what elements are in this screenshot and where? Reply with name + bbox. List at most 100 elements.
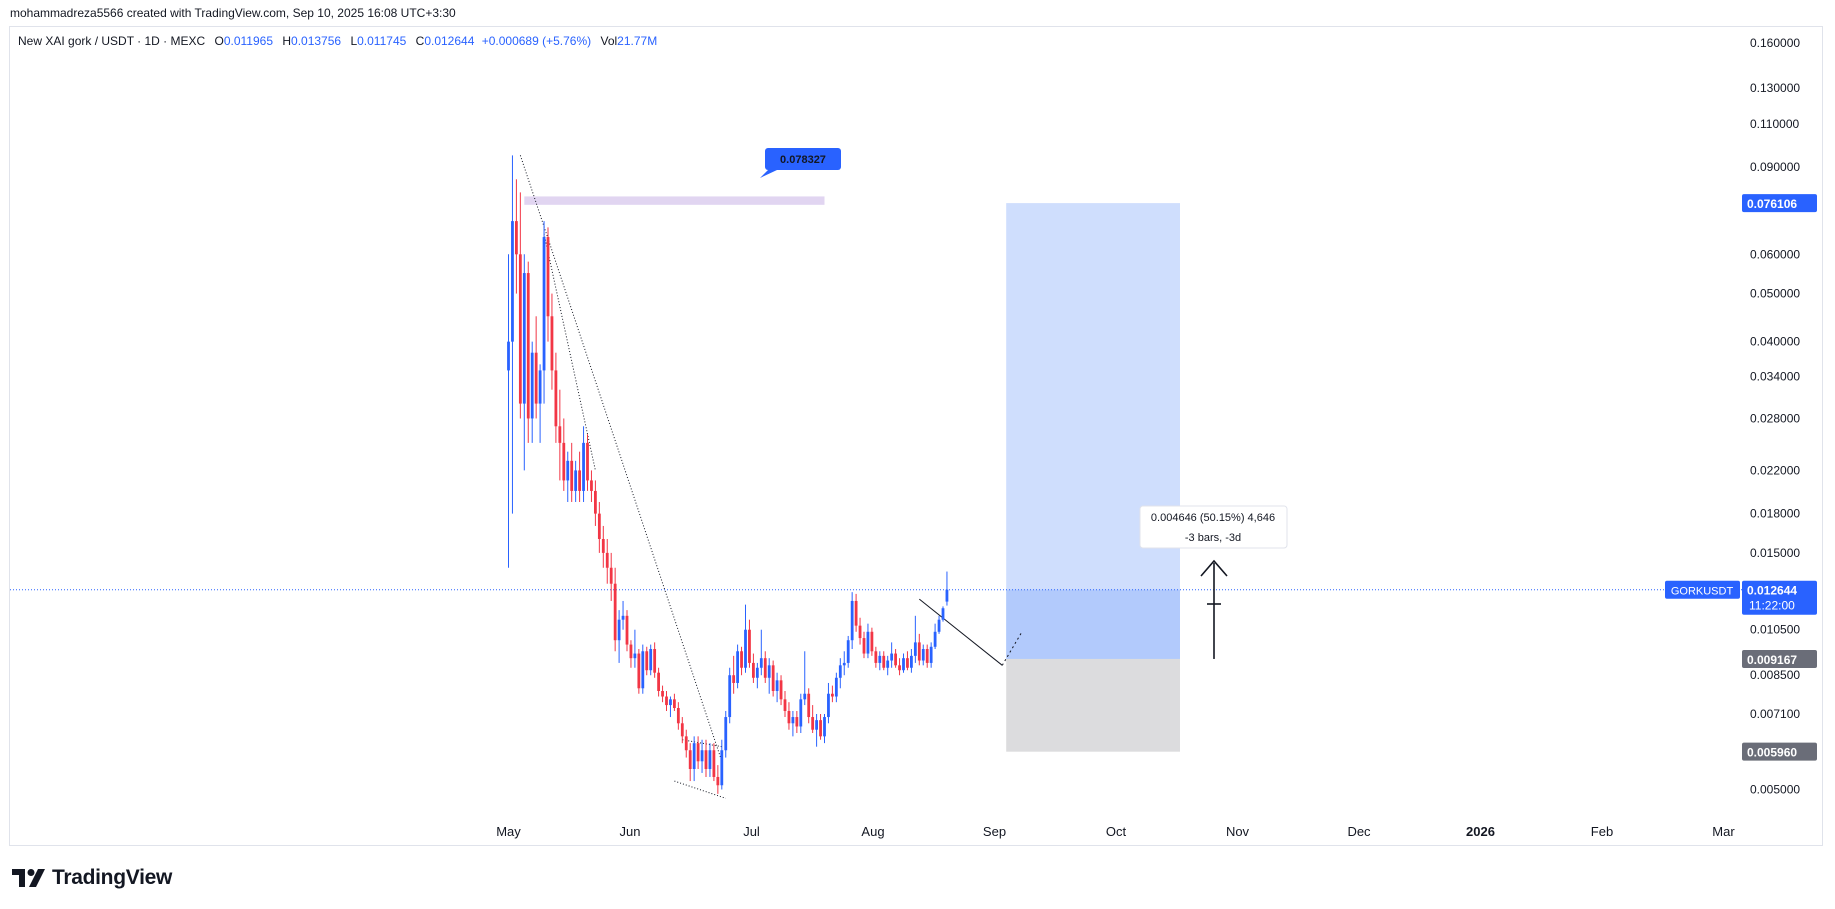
candle-body (819, 720, 822, 737)
price-axis-tick: 0.090000 (1750, 160, 1800, 174)
candle-body (676, 708, 680, 724)
price-axis-tick: 0.010500 (1750, 623, 1800, 637)
stop-loss-zone (1006, 658, 1180, 752)
candle-body (791, 717, 795, 724)
bottom-line (674, 780, 726, 799)
candle-body (763, 658, 767, 678)
candle-body (807, 693, 811, 718)
candle-body (728, 675, 732, 718)
candle-body (779, 680, 783, 700)
time-axis-tick: Oct (1106, 824, 1127, 839)
price-axis-tick: 0.008500 (1750, 668, 1800, 682)
candle-body (827, 693, 830, 718)
candle-body (898, 665, 901, 671)
candle-body (850, 600, 854, 641)
candle-body (515, 221, 518, 255)
candle-body (767, 665, 771, 678)
measure-arrow-head (1200, 559, 1228, 577)
candle-body (661, 690, 664, 697)
candle-body (657, 672, 660, 691)
price-tags-layer: 0.076106 0.009167 0.005960 0.01264411:22:00… (1665, 194, 1817, 761)
candle-body (613, 583, 617, 641)
legend-close-label: C (416, 34, 425, 48)
price-axis-tick: 0.007100 (1750, 707, 1800, 721)
candle-body (601, 538, 605, 553)
candle-body (744, 629, 747, 668)
candle-body (609, 567, 613, 584)
candle-body (708, 750, 712, 769)
time-axis-tick: Nov (1226, 824, 1250, 839)
candle-body (586, 442, 589, 481)
current-price-tag: 0.012644 (1747, 584, 1797, 598)
tradingview-logo[interactable]: TradingView (12, 866, 172, 890)
candle-body (775, 680, 779, 691)
legend-open-value: 0.011965 (224, 34, 273, 48)
legend-close-value: 0.012644 (424, 34, 474, 48)
candle-body (759, 658, 763, 668)
legend-low-label: L (350, 34, 357, 48)
downtrend-line-minor (543, 233, 596, 471)
candle-body (834, 677, 838, 697)
candle-body (546, 237, 550, 317)
legend-high-label: H (282, 34, 291, 48)
symbol-tag-bg (1665, 580, 1740, 599)
candle-body (605, 552, 609, 568)
resistance-price-text: 0.078327 (780, 154, 826, 166)
target-price-tag: 0.076106 (1747, 197, 1797, 211)
candle-body (684, 736, 688, 751)
candle-body (846, 640, 850, 663)
price-axis: 0.160000 0.130000 0.110000 0.090000 0.060000… (1750, 36, 1800, 796)
candle-body (933, 631, 937, 647)
candle-body (823, 717, 826, 737)
candle-body (617, 619, 621, 641)
time-axis-tick: Feb (1591, 824, 1613, 839)
legend-volume-label: Vol (600, 34, 617, 48)
open-profit-zone (1006, 589, 1180, 659)
resistance-label-pointer (760, 170, 777, 178)
time-axis-tick: Jul (743, 824, 760, 839)
candle-body (621, 615, 625, 620)
candle-body (673, 699, 676, 709)
price-axis-tick: 0.028000 (1750, 411, 1800, 425)
candle-body (921, 649, 925, 661)
downtrend-line-major (519, 155, 723, 762)
candle-body (534, 352, 538, 404)
candle-body (878, 655, 882, 663)
price-axis-tick: 0.018000 (1750, 507, 1800, 521)
candle-body (925, 649, 929, 663)
candle-body (870, 631, 874, 652)
candle-body (811, 717, 815, 730)
candle-body (653, 649, 657, 673)
candle-body (724, 717, 728, 751)
candle-body (637, 653, 641, 689)
candle-body (554, 370, 558, 427)
legend-change: +0.000689 (+5.76%) (482, 34, 591, 48)
candle-body (542, 237, 546, 371)
candle-body (688, 750, 692, 769)
measure-tooltip-line2: -3 bars, -3d (1185, 532, 1241, 544)
candle-body (771, 665, 775, 691)
candle-body (910, 655, 913, 668)
candle-body (712, 750, 716, 777)
candle-body (665, 696, 668, 706)
candle-body (594, 490, 597, 514)
price-axis-tick: 0.022000 (1750, 463, 1800, 477)
resistance-zone (524, 196, 825, 205)
entry-price-tag-bg (1742, 649, 1817, 668)
candle-body (945, 589, 949, 602)
candle-body (803, 693, 807, 700)
time-axis-tick: Dec (1347, 824, 1371, 839)
legend-high-value: 0.013756 (291, 34, 341, 48)
candle-body (538, 370, 542, 404)
candle-body (831, 693, 834, 697)
candle-body (842, 662, 846, 666)
tradingview-logo-icon (12, 869, 45, 887)
tradingview-logo-text: TradingView (52, 866, 173, 889)
candle-body (815, 720, 818, 730)
candle-body (692, 743, 696, 769)
candle-body (902, 658, 905, 671)
candle-body (874, 651, 878, 663)
time-axis-tick: Aug (861, 824, 884, 839)
candle-body (696, 743, 700, 762)
